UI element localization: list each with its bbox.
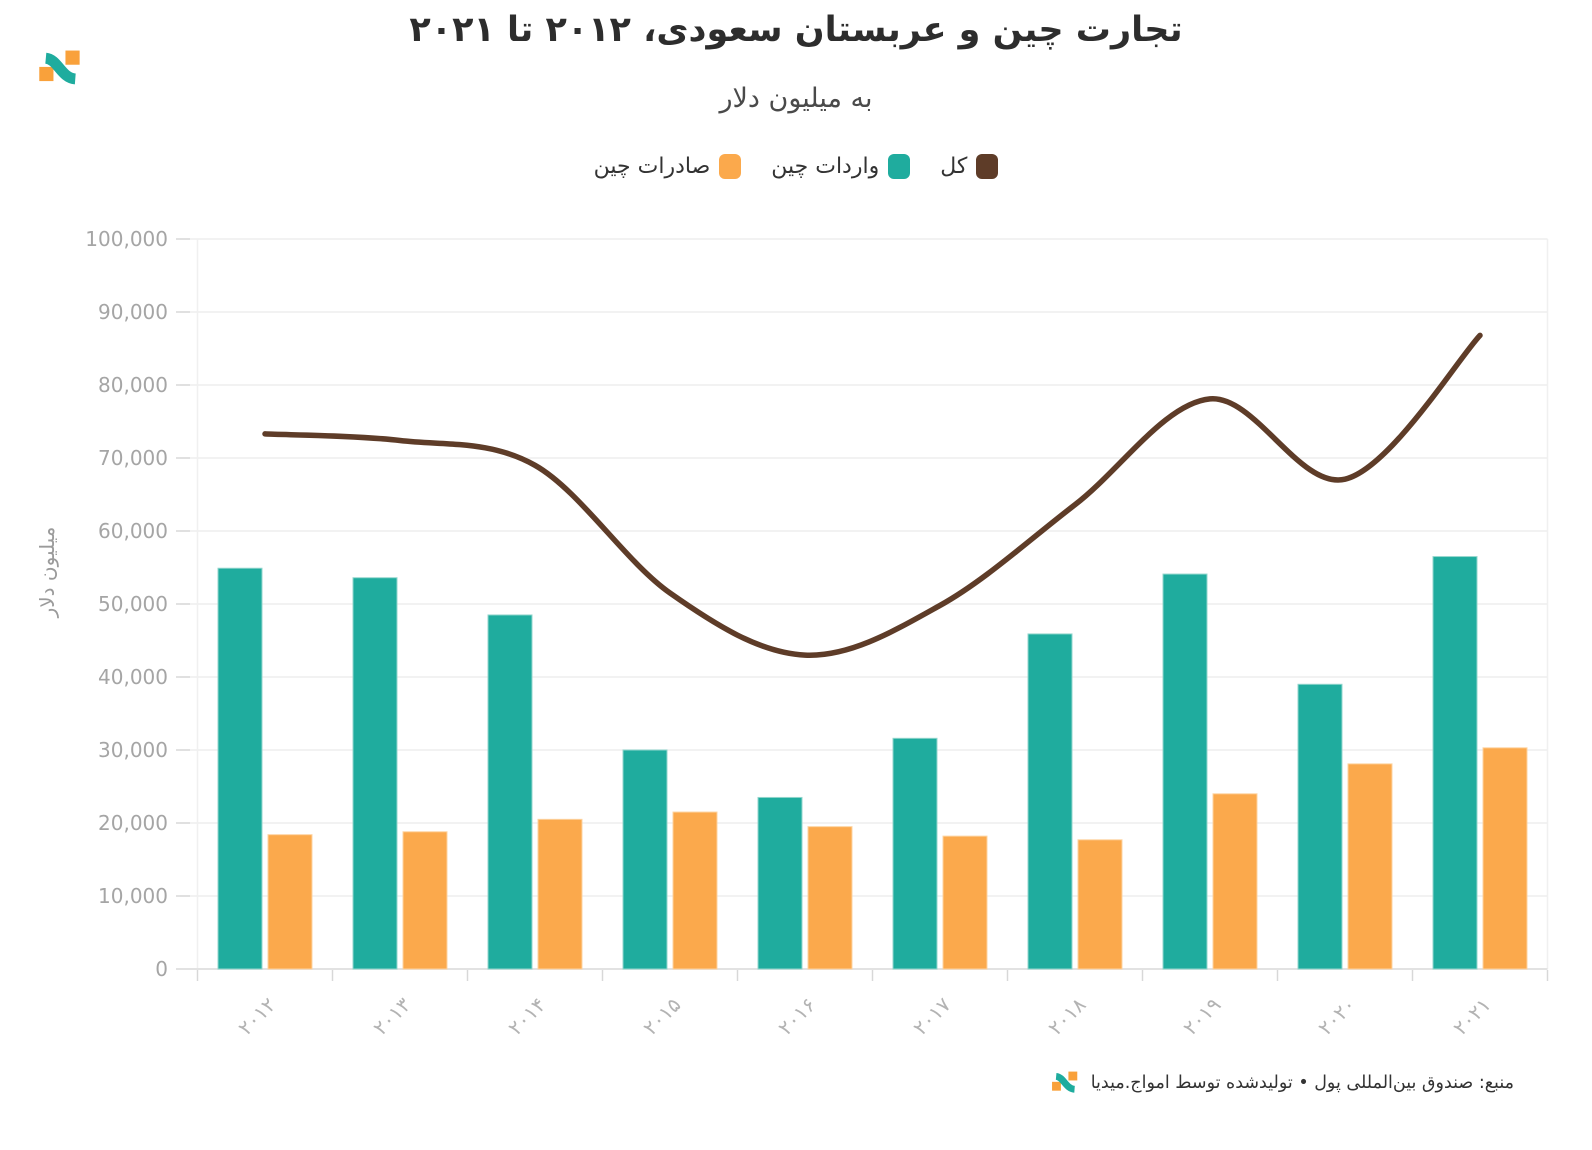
legend-item-2[interactable]: صادرات چین bbox=[594, 154, 742, 179]
y-axis-label: 100,000 bbox=[85, 227, 168, 251]
x-axis-label: ۲۰۱۸ bbox=[1043, 992, 1091, 1040]
legend-swatch bbox=[719, 154, 742, 179]
exports-bar-8 bbox=[1347, 763, 1393, 970]
legend: کل واردات چین صادرات چین bbox=[0, 154, 1592, 179]
imports-bar-1 bbox=[352, 577, 398, 970]
exports-bar-9 bbox=[1482, 747, 1528, 970]
y-axis-label: 60,000 bbox=[98, 519, 168, 543]
amwaj-logo-graphic bbox=[39, 50, 80, 85]
exports-bar-2 bbox=[537, 818, 583, 970]
y-axis-label: 70,000 bbox=[98, 446, 168, 470]
legend-swatch bbox=[976, 154, 999, 179]
imports-bar-2 bbox=[487, 614, 533, 970]
x-axis-label: ۲۰۱۴ bbox=[503, 993, 550, 1040]
y-axis-label: 10,000 bbox=[98, 884, 168, 908]
y-axis-label: 80,000 bbox=[98, 373, 168, 397]
imports-bar-9 bbox=[1432, 556, 1478, 970]
exports-bar-3 bbox=[672, 811, 718, 970]
exports-bar-0 bbox=[267, 834, 313, 970]
imports-bar-7 bbox=[1162, 573, 1208, 970]
amwaj-logo-small-graphic bbox=[1051, 1071, 1077, 1093]
footer: منبع: صندوق بین‌المللی پول • تولیدشده تو… bbox=[1050, 1070, 1514, 1095]
imports-bar-8 bbox=[1297, 683, 1343, 970]
imports-bar-0 bbox=[217, 567, 263, 970]
x-axis-label: ۲۰۱۷ bbox=[908, 992, 956, 1040]
legend-label: صادرات چین bbox=[593, 154, 711, 179]
x-axis-label: ۲۰۱۳ bbox=[368, 992, 416, 1040]
legend-swatch bbox=[888, 154, 911, 179]
exports-bar-7 bbox=[1212, 793, 1258, 970]
x-axis-label: ۲۰۱۶ bbox=[773, 993, 820, 1040]
legend-label: کل bbox=[940, 154, 968, 179]
chart-title: تجارت چین و عربستان سعودی، ۲۰۱۲ تا ۲۰۲۱ bbox=[409, 10, 1183, 50]
x-axis-label: ۲۰۲۱ bbox=[1448, 993, 1495, 1040]
exports-bar-5 bbox=[942, 835, 988, 970]
exports-bar-6 bbox=[1077, 839, 1123, 970]
imports-bar-4 bbox=[757, 796, 803, 970]
y-axis-label: 30,000 bbox=[98, 738, 168, 762]
exports-bar-1 bbox=[402, 831, 448, 970]
chart-subtitle: به میلیون دلار bbox=[719, 83, 873, 114]
y-axis-label: 90,000 bbox=[98, 300, 168, 324]
imports-bar-5 bbox=[892, 737, 938, 970]
exports-bar-4 bbox=[807, 826, 853, 970]
imports-bar-3 bbox=[622, 749, 668, 970]
imports-bar-6 bbox=[1027, 633, 1073, 970]
x-axis-label: ۲۰۲۰ bbox=[1313, 993, 1360, 1040]
y-axis-label: 0 bbox=[155, 957, 168, 981]
total-line bbox=[262, 332, 1483, 658]
amwaj-logo-small bbox=[1050, 1070, 1080, 1095]
x-axis-label: ۲۰۱۹ bbox=[1178, 993, 1225, 1040]
legend-item-0[interactable]: کل bbox=[940, 154, 999, 179]
x-axis-label: ۲۰۱۲ bbox=[233, 993, 280, 1040]
y-axis-title: میلیون دلار bbox=[35, 527, 59, 619]
legend-item-1[interactable]: واردات چین bbox=[771, 154, 911, 179]
x-axis-label: ۲۰۱۵ bbox=[638, 993, 685, 1040]
amwaj-logo bbox=[36, 48, 84, 88]
legend-label: واردات چین bbox=[771, 154, 880, 179]
y-axis-label: 20,000 bbox=[98, 811, 168, 835]
y-axis-label: 40,000 bbox=[98, 665, 168, 689]
source-text: منبع: صندوق بین‌المللی پول • تولیدشده تو… bbox=[1090, 1072, 1514, 1093]
y-axis-label: 50,000 bbox=[98, 592, 168, 616]
